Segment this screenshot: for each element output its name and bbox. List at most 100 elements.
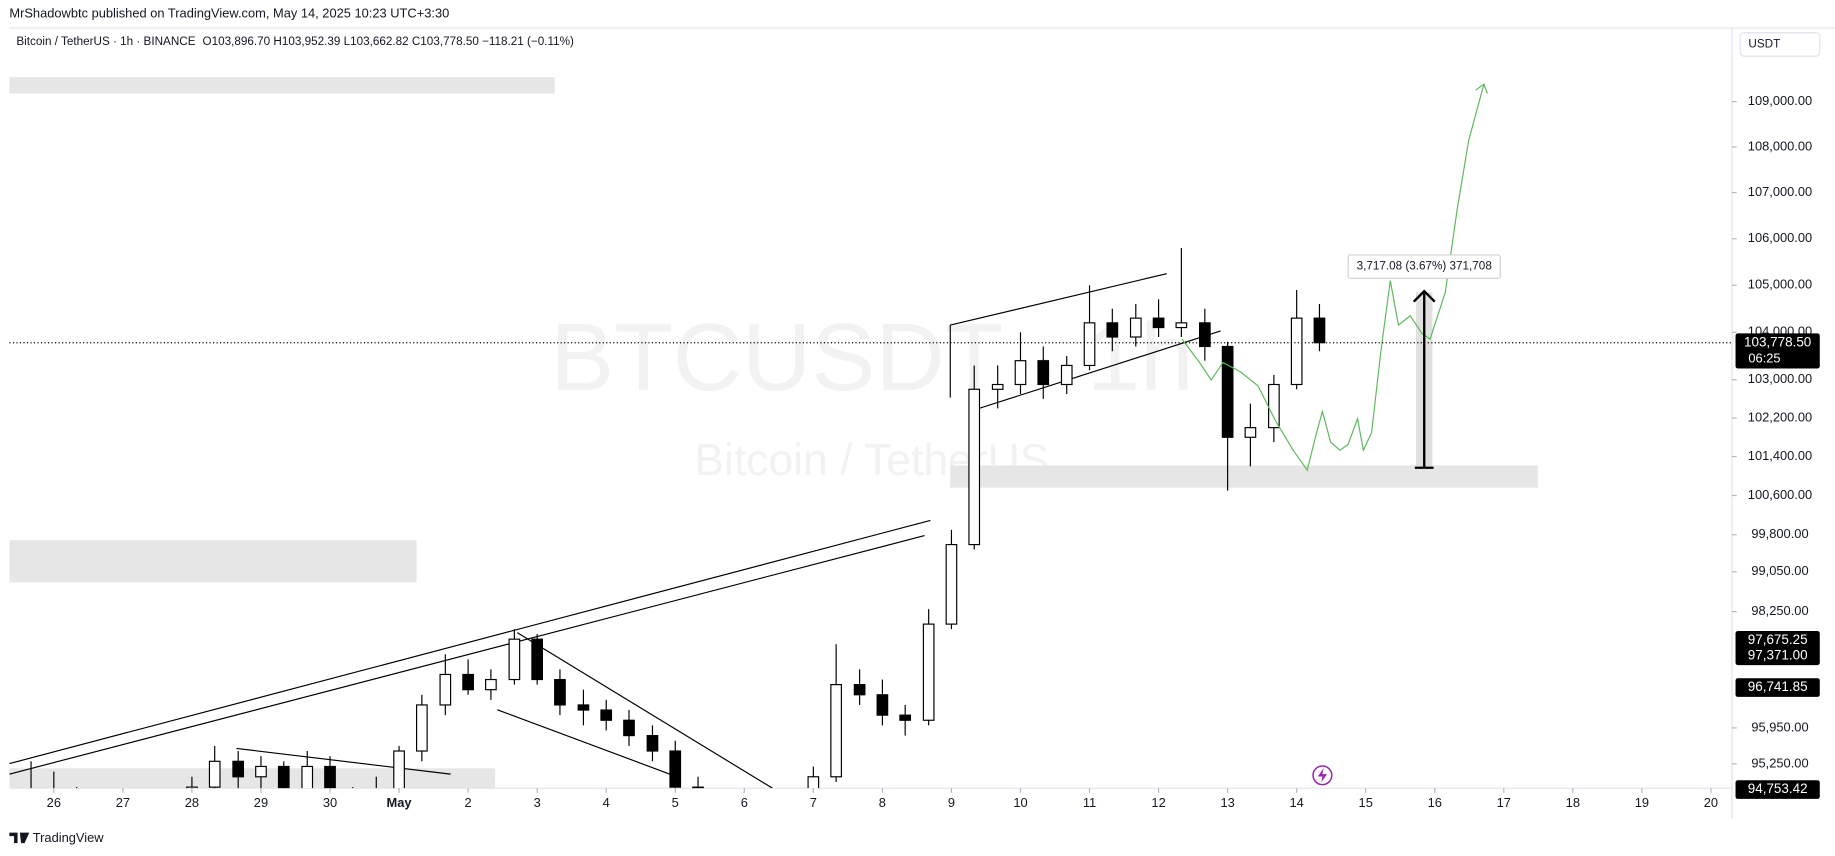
candle-body [1014, 360, 1027, 386]
candle-body [1198, 322, 1211, 348]
x-tick-label: 29 [254, 795, 268, 810]
candle-body [95, 808, 106, 813]
candle-body [762, 829, 773, 839]
x-tick-label: May [387, 795, 413, 810]
x-tick-label: 8 [879, 795, 886, 810]
candle-body [623, 719, 635, 737]
footer: TradingView [33, 830, 105, 845]
measure-label: 3,717.08 (3.67%) 371,708 [1357, 260, 1492, 273]
x-tick-label: 19 [1635, 795, 1649, 810]
y-tick-label: 100,600.00 [1748, 487, 1812, 502]
zone [9, 77, 555, 94]
candle-body [739, 818, 750, 839]
zone [9, 768, 496, 789]
candle-body [876, 694, 889, 716]
candle-body [186, 786, 198, 789]
candle-body [853, 684, 866, 696]
x-tick-label: 30 [323, 795, 337, 810]
candle-body [26, 792, 37, 797]
candle-body [945, 543, 958, 625]
candle-body [922, 623, 935, 721]
x-tick-label: 20 [1704, 795, 1718, 810]
candle-body [1060, 364, 1073, 386]
x-tick-label: 26 [47, 795, 61, 810]
measure-label-box [1347, 254, 1501, 279]
projection-arrowhead [1475, 83, 1488, 94]
candle-body [277, 765, 290, 789]
y-tick-label: 102,200.00 [1748, 409, 1812, 424]
candle-body [1268, 383, 1280, 429]
event-icon[interactable] [1312, 765, 1333, 786]
drawings [9, 77, 1538, 789]
candle-body [968, 388, 981, 546]
x-tick-label: 5 [672, 795, 679, 810]
x-tick-label: 9 [948, 795, 955, 810]
price-label: 97,371.00 [1748, 647, 1808, 662]
candle-body [531, 638, 544, 681]
projection: 3,717.08 (3.67%) 371,708 [1181, 83, 1501, 472]
x-tick-label: 12 [1151, 795, 1165, 810]
candle-body [554, 678, 566, 706]
x-tick-label: 6 [741, 795, 748, 810]
candle-body [1290, 317, 1303, 386]
price-label-box [1735, 646, 1820, 666]
publisher-header: MrShadowbtc published on TradingView.com… [9, 5, 449, 20]
price-label: 103,778.50 [1744, 334, 1811, 349]
symbol-legend: Bitcoin / TetherUS · 1h · BINANCE O103,89… [16, 35, 574, 48]
candle-body [1244, 427, 1257, 438]
x-tick-label: 27 [116, 795, 130, 810]
y-tick-label: 95,950.00 [1751, 719, 1808, 734]
x-tick-label: 18 [1566, 795, 1580, 810]
candle-body [439, 673, 452, 706]
candle-body [716, 813, 727, 818]
candle-body [646, 735, 659, 752]
price-label: 94,753.42 [1748, 781, 1808, 796]
candle-body [1313, 317, 1326, 344]
x-tick-label: 11 [1083, 795, 1096, 810]
measure-arrow [1412, 289, 1436, 303]
y-tick-label: 99,800.00 [1751, 526, 1808, 541]
y-tick-label: 98,250.00 [1751, 603, 1808, 618]
candle-body [232, 760, 245, 778]
candle-body [600, 709, 613, 721]
x-tick-label: 10 [1013, 795, 1027, 810]
candle-body [991, 383, 1004, 390]
currency-box[interactable] [1739, 32, 1821, 57]
candles [26, 248, 1326, 839]
price-label-box [1735, 780, 1820, 799]
x-tick-label: 2 [465, 795, 472, 810]
candle-body [208, 760, 221, 788]
ohlc-line: O103,896.70 H103,952.39 L103,662.82 C103… [203, 35, 575, 48]
trendlines [9, 273, 1221, 789]
x-tick-label: 7 [810, 795, 817, 810]
candle-body [462, 673, 474, 691]
candle-body [118, 808, 129, 829]
zone [9, 540, 417, 583]
candle-body [692, 786, 704, 789]
candle-body [1037, 360, 1050, 386]
candle-body [324, 765, 336, 789]
x-tick-label: 15 [1359, 795, 1373, 810]
price-label-box [1735, 333, 1820, 369]
candle-body [899, 714, 912, 721]
candle-body [807, 776, 820, 789]
y-tick-label: 95,250.00 [1751, 755, 1808, 770]
x-tick-label: 16 [1428, 795, 1442, 810]
x-tick-label: 17 [1497, 795, 1511, 810]
x-tick-label: 4 [603, 795, 610, 810]
candle-body [508, 638, 521, 681]
y-tick-label: 105,000.00 [1748, 277, 1812, 292]
candle-body [1106, 322, 1119, 338]
candle-body [1083, 322, 1096, 367]
y-tick-label: 101,400.00 [1748, 448, 1812, 463]
price-label: 96,741.85 [1748, 679, 1808, 694]
price-label-box [1735, 631, 1820, 650]
candle-body [830, 684, 842, 778]
price-label-box [1735, 678, 1820, 697]
tv-logo [9, 832, 30, 844]
y-tick-label: 103,000.00 [1748, 371, 1812, 386]
legend-bg [9, 31, 618, 53]
x-tick-label: 14 [1290, 795, 1304, 810]
